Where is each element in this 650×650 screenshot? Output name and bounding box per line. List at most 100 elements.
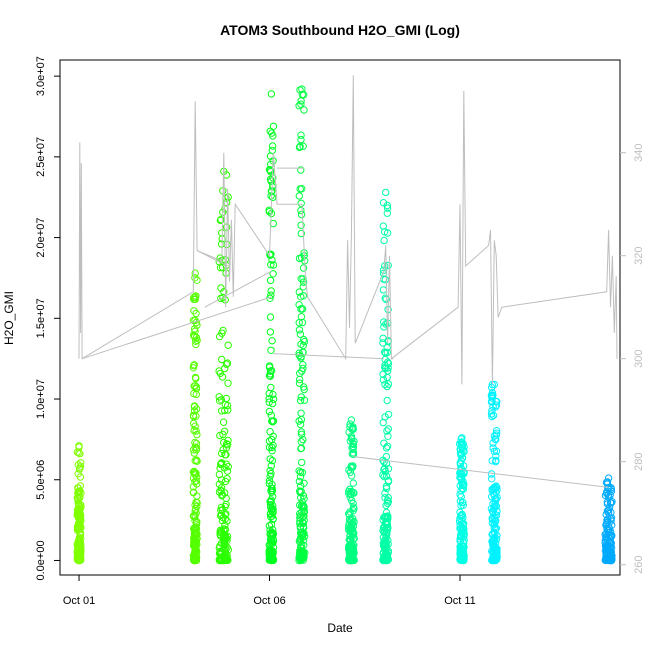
data-point xyxy=(269,390,277,399)
data-point xyxy=(382,444,391,452)
data-point xyxy=(349,449,358,457)
x-axis-label: Date xyxy=(327,621,353,635)
data-point xyxy=(75,510,83,518)
data-point xyxy=(297,409,305,417)
data-point xyxy=(382,472,391,480)
data-point xyxy=(295,477,304,486)
data-point xyxy=(457,533,465,541)
data-point xyxy=(295,326,304,334)
data-point xyxy=(75,521,84,529)
data-point xyxy=(295,417,303,425)
data-point xyxy=(268,142,277,150)
data-point xyxy=(267,503,275,512)
data-point xyxy=(190,325,199,333)
data-point xyxy=(269,432,277,440)
cluster-10 xyxy=(601,474,616,565)
y-tick-label: 1.0e+07 xyxy=(35,379,47,419)
data-point xyxy=(219,418,228,426)
data-point xyxy=(218,229,226,237)
data-point xyxy=(190,389,198,398)
data-point xyxy=(269,515,277,523)
data-point xyxy=(268,538,276,546)
data-point xyxy=(297,438,305,446)
data-point xyxy=(382,188,390,197)
plot-frame xyxy=(59,59,621,576)
data-point xyxy=(265,479,273,488)
secondary-y-tick-label: 300 xyxy=(633,350,645,368)
data-point xyxy=(382,364,390,372)
data-point xyxy=(348,553,357,561)
data-point xyxy=(268,443,276,452)
data-point xyxy=(379,376,388,384)
data-point xyxy=(267,383,275,392)
data-point xyxy=(296,375,304,384)
data-point xyxy=(346,423,354,431)
data-point xyxy=(298,458,306,467)
data-point xyxy=(347,464,355,472)
data-point xyxy=(189,488,198,497)
data-point xyxy=(379,199,388,207)
data-point xyxy=(221,406,229,415)
data-point xyxy=(192,292,200,300)
data-point xyxy=(490,447,498,455)
data-point xyxy=(348,472,356,480)
data-point xyxy=(216,264,225,272)
data-point xyxy=(488,457,496,465)
data-point xyxy=(349,507,357,515)
data-point xyxy=(297,428,306,436)
data-point xyxy=(488,412,496,421)
data-point xyxy=(224,436,232,445)
data-point xyxy=(222,360,231,368)
data-point xyxy=(218,459,226,467)
data-point xyxy=(296,473,305,481)
data-point xyxy=(460,447,468,456)
data-point xyxy=(266,467,274,475)
data-point xyxy=(192,456,201,464)
data-point xyxy=(300,479,308,487)
data-point xyxy=(300,495,308,503)
axes: Oct 01 Oct 06 Oct 11 0.0e+00 5.0e+06 1.0e+07 1… xyxy=(35,56,645,607)
data-point xyxy=(347,496,356,505)
data-point xyxy=(215,393,223,401)
data-point xyxy=(297,502,306,510)
data-point xyxy=(381,494,389,502)
data-point xyxy=(348,444,356,452)
data-point xyxy=(457,435,465,443)
data-point xyxy=(224,379,232,387)
data-point xyxy=(191,422,199,430)
data-point xyxy=(221,554,229,562)
data-point xyxy=(456,470,464,478)
data-point xyxy=(75,442,83,450)
data-point xyxy=(267,469,275,478)
data-point xyxy=(458,498,467,506)
data-point xyxy=(458,511,467,519)
data-point xyxy=(77,534,85,543)
data-point xyxy=(489,391,497,399)
data-point xyxy=(299,492,308,500)
data-point xyxy=(384,261,392,270)
data-point xyxy=(269,261,278,269)
data-point xyxy=(384,380,393,388)
data-point xyxy=(489,403,497,411)
data-point xyxy=(491,551,499,559)
data-point xyxy=(216,464,224,472)
data-point xyxy=(607,515,615,523)
data-point xyxy=(300,385,308,394)
data-point xyxy=(191,373,200,382)
data-point xyxy=(299,264,308,272)
data-point xyxy=(266,313,275,321)
data-point xyxy=(297,131,305,139)
data-point xyxy=(224,441,232,449)
data-point xyxy=(216,216,225,225)
data-point xyxy=(381,228,389,236)
data-point xyxy=(266,166,274,175)
data-point xyxy=(299,530,307,538)
data-point xyxy=(349,550,357,559)
data-point xyxy=(265,477,274,485)
data-point xyxy=(299,548,307,557)
data-point xyxy=(265,395,273,403)
data-point xyxy=(350,517,358,526)
data-point xyxy=(217,503,226,512)
data-point xyxy=(604,474,613,482)
